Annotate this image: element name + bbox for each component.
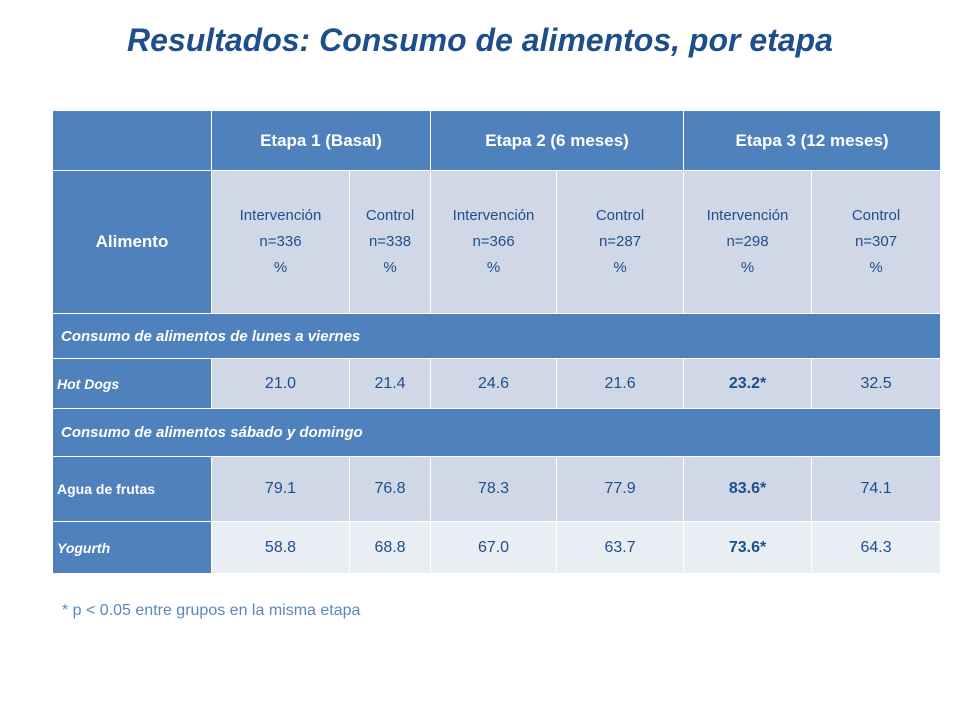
- section-header-weekend: Consumo de alimentos sábado y domingo: [51, 408, 942, 457]
- row-label: Yogurth: [52, 521, 212, 574]
- table-row: Agua de frutas 79.1 76.8 78.3 77.9 83.6*…: [52, 456, 942, 522]
- table-cell: 77.9: [556, 456, 685, 522]
- table-row: Yogurth 58.8 68.8 67.0 63.7 73.6* 64.3: [52, 521, 942, 574]
- table-cell: 32.5: [811, 358, 942, 409]
- stage-header-1: Etapa 1 (Basal): [210, 110, 432, 171]
- section-header-weekdays: Consumo de alimentos de lunes a viernes: [51, 313, 942, 359]
- row-label: Hot Dogs: [52, 358, 212, 409]
- table-cell: 23.2*: [683, 358, 813, 409]
- row-label: Agua de frutas: [52, 456, 212, 522]
- table-cell: 24.6: [430, 358, 558, 409]
- group-header: Control n=307%: [811, 170, 942, 314]
- table-cell: 83.6*: [683, 456, 813, 522]
- food-column-header: Alimento: [52, 170, 212, 314]
- table-cell: 21.4: [348, 358, 432, 409]
- table-row: Hot Dogs 21.0 21.4 24.6 21.6 23.2* 32.5: [52, 358, 942, 409]
- table-cell: 73.6*: [683, 521, 813, 574]
- stage-header-3: Etapa 3 (12 meses): [683, 110, 942, 171]
- group-header: Intervención n=298%: [683, 170, 813, 314]
- header-empty-cell: [52, 110, 212, 171]
- group-header: Control n=287%: [556, 170, 685, 314]
- stage-header-2: Etapa 2 (6 meses): [430, 110, 685, 171]
- group-header: Intervención n=336%: [211, 170, 350, 314]
- page-title: Resultados: Consumo de alimentos, por et…: [127, 22, 833, 58]
- group-header: Control n=338%: [348, 170, 432, 314]
- table-cell: 79.1: [211, 456, 350, 522]
- table-cell: 78.3: [430, 456, 558, 522]
- table-cell: 21.0: [211, 358, 350, 409]
- table-cell: 21.6: [556, 358, 685, 409]
- table-cell: 64.3: [811, 521, 942, 574]
- footnote: * p < 0.05 entre grupos en la misma etap…: [62, 602, 361, 619]
- table-cell: 63.7: [556, 521, 685, 574]
- table-cell: 58.8: [211, 521, 350, 574]
- group-header: Intervención n=366%: [430, 170, 558, 314]
- results-table: Etapa 1 (Basal) Etapa 2 (6 meses) Etapa …: [51, 110, 942, 574]
- table-cell: 68.8: [348, 521, 432, 574]
- table-cell: 67.0: [430, 521, 558, 574]
- table-cell: 76.8: [348, 456, 432, 522]
- table-cell: 74.1: [811, 456, 942, 522]
